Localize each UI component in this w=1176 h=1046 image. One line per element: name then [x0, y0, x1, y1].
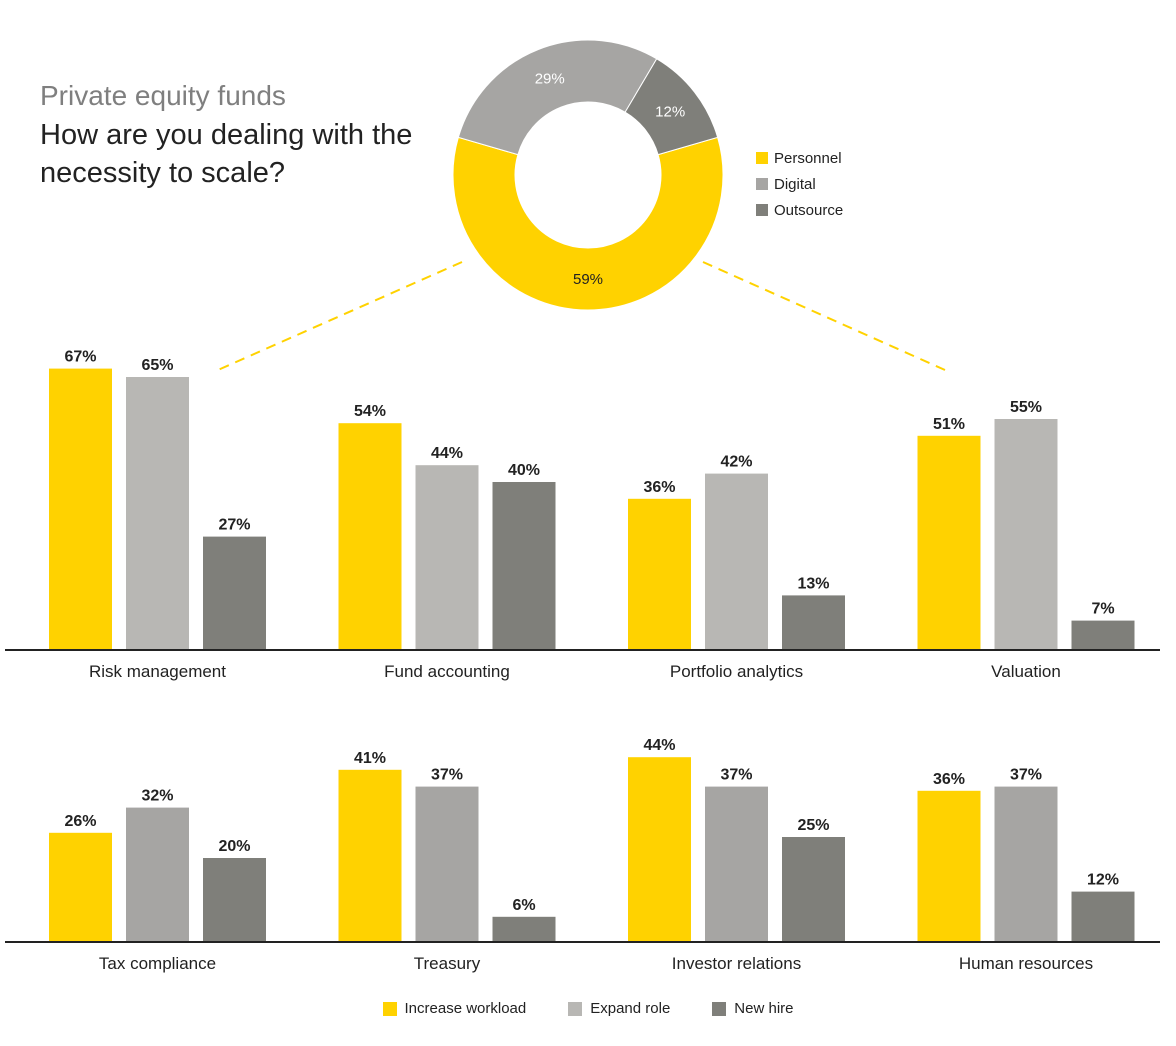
donut-slice-digital — [457, 39, 658, 156]
donut-label-digital: 29% — [535, 70, 565, 87]
legend-swatch-new-hire — [712, 1001, 727, 1016]
bar-valuation-expand-role — [994, 419, 1058, 650]
donut-label-outsource: 12% — [655, 103, 685, 120]
bar-tax-compliance-increase-workload — [49, 832, 112, 942]
bar-fund-accounting-new-hire — [492, 482, 556, 650]
data-label-portfolio-analytics-expand-role: 42% — [720, 454, 752, 471]
legend-item-personnel: Personnel — [756, 145, 843, 171]
data-label-risk-management-new-hire: 27% — [218, 517, 250, 534]
data-label-tax-compliance-new-hire: 20% — [218, 838, 250, 855]
bar-valuation-new-hire — [1071, 620, 1135, 650]
bar-treasury-increase-workload — [338, 769, 402, 942]
chart-title: How are you dealing with the necessity t… — [40, 119, 413, 189]
legend-swatch-personnel — [756, 152, 768, 164]
bar-chart-top: 67% 65% 27% Risk management 54% 44% 40% Fund ac… — [5, 349, 1160, 681]
legend-label-personnel: Personnel — [774, 149, 842, 167]
data-label-valuation-new-hire: 7% — [1091, 601, 1114, 618]
donut-slice-outsource — [624, 58, 719, 156]
connector-right — [702, 261, 946, 371]
category-label-risk-management: Risk management — [89, 662, 226, 681]
bar-valuation-increase-workload — [917, 435, 981, 650]
legend-swatch-expand-role — [568, 1001, 583, 1016]
bar-portfolio-analytics-expand-role — [705, 473, 768, 650]
data-label-fund-accounting-new-hire: 40% — [508, 462, 540, 479]
legend-swatch-digital — [756, 178, 768, 190]
category-label-human-resources: Human resources — [959, 954, 1093, 973]
data-label-human-resources-increase-workload: 36% — [933, 771, 965, 788]
legend-label-new-hire: New hire — [734, 1000, 794, 1017]
category-label-investor-relations: Investor relations — [672, 954, 801, 973]
data-label-human-resources-expand-role: 37% — [1010, 767, 1042, 784]
bar-risk-management-new-hire — [203, 536, 266, 650]
data-label-tax-compliance-expand-role: 32% — [141, 788, 173, 805]
bar-portfolio-analytics-new-hire — [782, 595, 845, 650]
bar-human-resources-new-hire — [1071, 891, 1135, 942]
bar-chart-bottom: 26% 32% 20% Tax compliance 41% 37% 6% Treasury 4… — [5, 737, 1160, 973]
bar-fund-accounting-expand-role — [415, 465, 479, 650]
donut-slice-personnel — [452, 136, 724, 311]
data-label-portfolio-analytics-increase-workload: 36% — [643, 479, 675, 496]
category-label-valuation: Valuation — [991, 662, 1061, 681]
bar-treasury-new-hire — [492, 916, 556, 942]
bar-treasury-expand-role — [415, 786, 479, 942]
data-label-fund-accounting-expand-role: 44% — [431, 445, 463, 462]
category-label-portfolio-analytics: Portfolio analytics — [670, 662, 803, 681]
bar-tax-compliance-new-hire — [203, 858, 266, 942]
bar-human-resources-increase-workload — [917, 790, 981, 942]
bar-legend: Increase workload Expand role New hire — [0, 1000, 1176, 1017]
data-label-investor-relations-new-hire: 25% — [797, 817, 829, 834]
legend-label-digital: Digital — [774, 175, 816, 193]
category-label-treasury: Treasury — [414, 954, 481, 973]
data-label-portfolio-analytics-new-hire: 13% — [797, 575, 829, 592]
legend-item-expand-role: Expand role — [568, 1000, 670, 1017]
bar-investor-relations-new-hire — [782, 837, 845, 942]
category-label-tax-compliance: Tax compliance — [99, 954, 216, 973]
data-label-tax-compliance-increase-workload: 26% — [64, 813, 96, 830]
legend-swatch-outsource — [756, 204, 768, 216]
chart-subtitle: Private equity funds — [40, 80, 286, 111]
legend-swatch-increase-workload — [382, 1001, 397, 1016]
legend-label-increase-workload: Increase workload — [404, 1000, 527, 1017]
donut-chart: 59% 29% 12% — [452, 39, 724, 311]
data-label-human-resources-new-hire: 12% — [1087, 872, 1119, 889]
data-label-investor-relations-expand-role: 37% — [720, 767, 752, 784]
donut-label-personnel: 59% — [573, 271, 603, 288]
data-label-risk-management-increase-workload: 67% — [64, 349, 96, 366]
data-label-treasury-increase-workload: 41% — [354, 750, 386, 767]
data-label-treasury-new-hire: 6% — [512, 897, 535, 914]
data-label-fund-accounting-increase-workload: 54% — [354, 403, 386, 420]
data-label-valuation-expand-role: 55% — [1010, 399, 1042, 416]
category-label-fund-accounting: Fund accounting — [384, 662, 510, 681]
bar-tax-compliance-expand-role — [126, 807, 189, 942]
data-label-treasury-expand-role: 37% — [431, 767, 463, 784]
bar-portfolio-analytics-increase-workload — [628, 498, 691, 650]
legend-item-digital: Digital — [756, 171, 843, 197]
legend-item-new-hire: New hire — [712, 1000, 793, 1017]
bar-risk-management-increase-workload — [49, 368, 112, 650]
legend-item-increase-workload: Increase workload — [382, 1000, 527, 1017]
bar-investor-relations-expand-role — [705, 786, 768, 942]
bar-fund-accounting-increase-workload — [338, 423, 402, 650]
donut-legend: Personnel Digital Outsource — [756, 145, 843, 223]
legend-label-expand-role: Expand role — [590, 1000, 671, 1017]
legend-item-outsource: Outsource — [756, 197, 843, 223]
legend-label-outsource: Outsource — [774, 201, 844, 219]
data-label-risk-management-expand-role: 65% — [141, 357, 173, 374]
bar-investor-relations-increase-workload — [628, 757, 691, 942]
bar-risk-management-expand-role — [126, 377, 189, 650]
bar-human-resources-expand-role — [994, 786, 1058, 942]
data-label-investor-relations-increase-workload: 44% — [643, 737, 675, 754]
connector-left — [217, 261, 463, 371]
data-label-valuation-increase-workload: 51% — [933, 416, 965, 433]
